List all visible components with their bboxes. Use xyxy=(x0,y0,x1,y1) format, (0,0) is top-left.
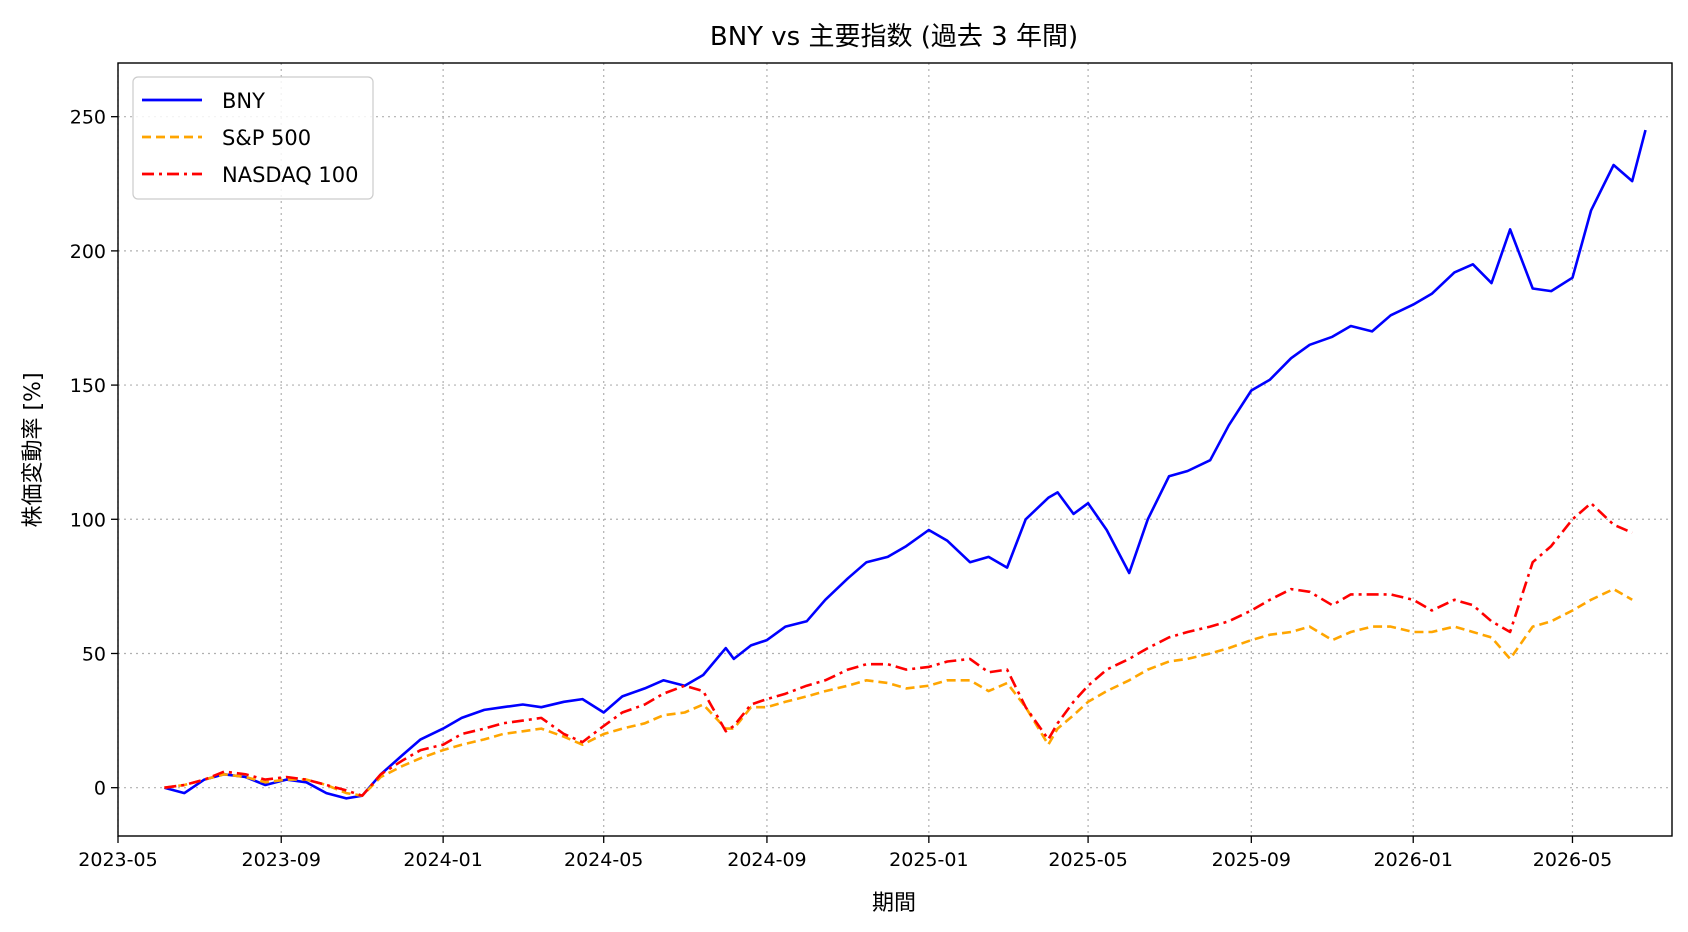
x-tick-label: 2025-09 xyxy=(1212,849,1291,871)
y-tick-label: 50 xyxy=(82,643,106,665)
legend: BNY S&P 500 NASDAQ 100 xyxy=(132,76,374,200)
chart-title: BNY vs 主要指数 (過去 3 年間) xyxy=(710,22,1078,52)
x-tick-label: 2024-05 xyxy=(564,849,643,871)
legend-label: S&P 500 xyxy=(222,126,311,150)
series-line-1 xyxy=(164,587,1633,798)
x-tick-label: 2023-09 xyxy=(242,849,321,871)
series-line-0 xyxy=(164,129,1647,800)
y-tick-label: 150 xyxy=(70,375,106,397)
y-axis-label: 株価変動率 [%] xyxy=(21,372,46,527)
series-line-2 xyxy=(164,501,1633,798)
y-tick-label: 0 xyxy=(94,778,106,800)
plot-frame xyxy=(117,62,1673,837)
y-tick-label: 100 xyxy=(70,509,106,531)
y-tick-label: 250 xyxy=(70,107,106,129)
x-tick-label: 2026-01 xyxy=(1374,849,1453,871)
x-tick-label: 2025-01 xyxy=(889,849,968,871)
x-tick-label: 2026-05 xyxy=(1533,849,1612,871)
x-tick-label: 2024-01 xyxy=(403,849,482,871)
x-tick-label: 2025-05 xyxy=(1048,849,1127,871)
y-tick-label: 200 xyxy=(70,241,106,263)
axis-ticks: 2023-05 2023-09 2024-01 2024-05 2024-09 2025-… xyxy=(70,107,1612,871)
series-lines xyxy=(164,129,1647,800)
legend-label: BNY xyxy=(222,89,265,113)
x-tick-label: 2023-05 xyxy=(78,849,157,871)
legend-label: NASDAQ 100 xyxy=(222,163,359,187)
x-tick-label: 2024-09 xyxy=(727,849,806,871)
x-axis-label: 期間 xyxy=(872,891,916,916)
grid-lines xyxy=(117,63,1672,836)
legend-box xyxy=(132,76,374,200)
